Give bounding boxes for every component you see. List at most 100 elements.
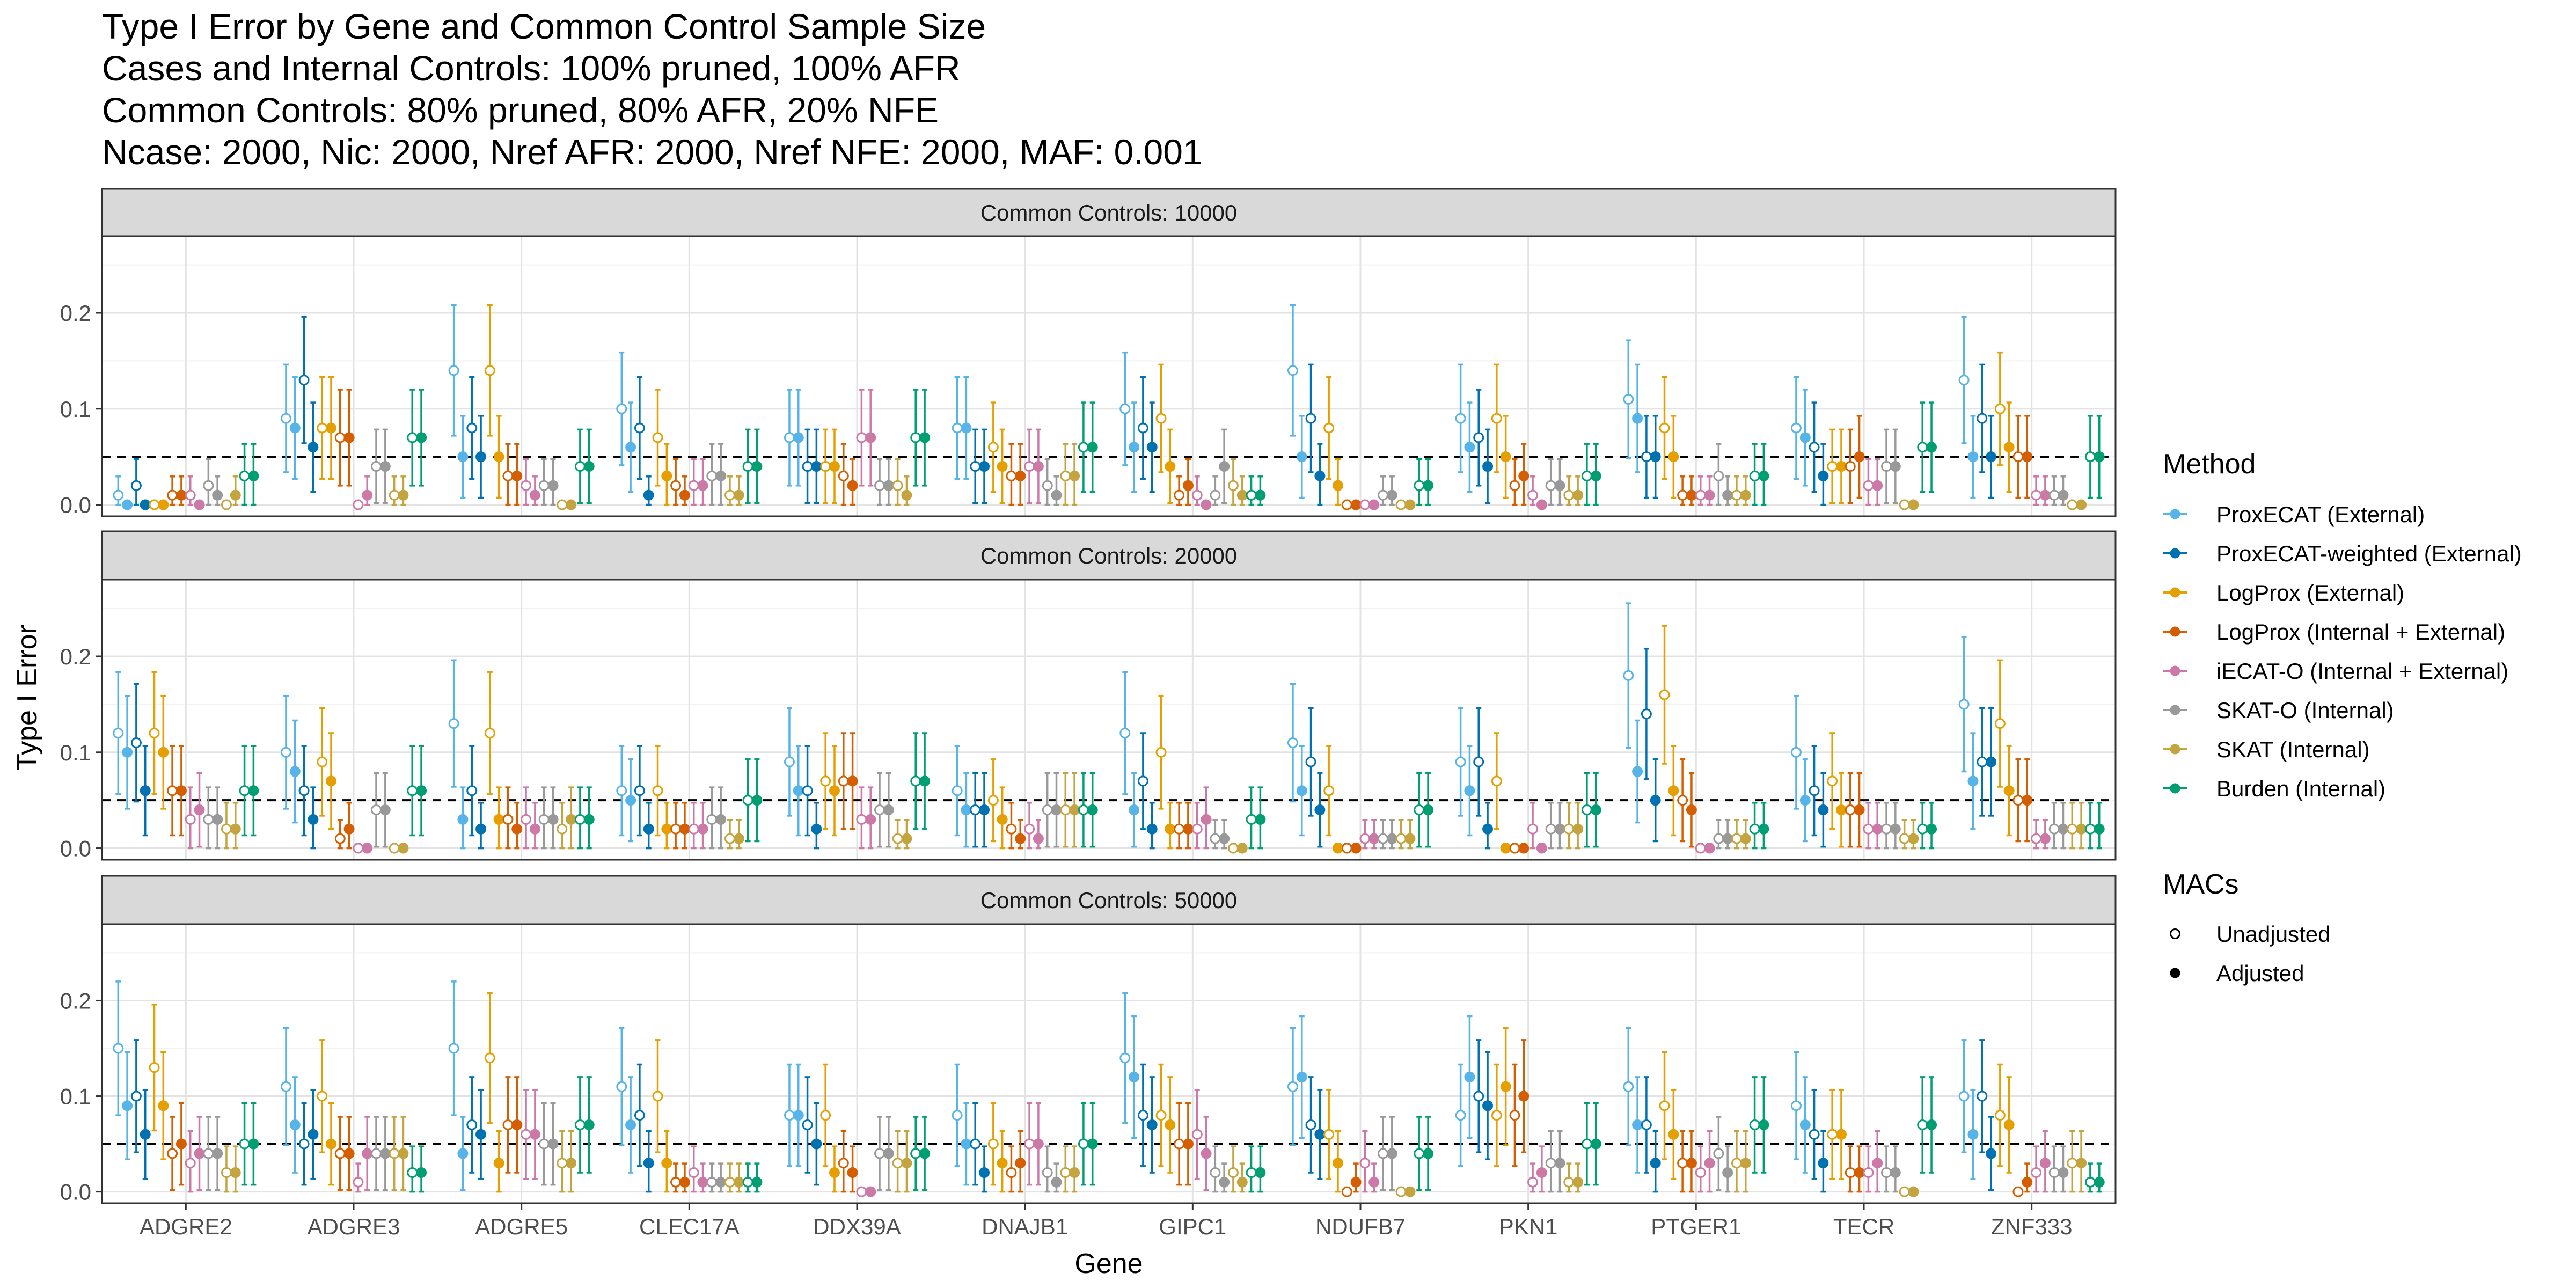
- data-point-adjusted: [2058, 823, 2069, 835]
- data-point-adjusted: [1296, 785, 1307, 796]
- data-point-unadjusted: [1827, 461, 1838, 472]
- data-point-unadjusted: [1341, 1186, 1352, 1197]
- data-point-adjusted: [1255, 1167, 1266, 1179]
- data-point-adjusted: [529, 823, 540, 835]
- data-point-adjusted: [1482, 461, 1494, 472]
- legend-title-macs: MACs: [2163, 869, 2239, 900]
- data-point-unadjusted: [1006, 470, 1017, 481]
- data-point-unadjusted: [2031, 1167, 2042, 1179]
- data-point-unadjusted: [113, 1043, 124, 1054]
- data-point-adjusted: [1464, 785, 1475, 796]
- data-point-adjusted: [583, 461, 595, 472]
- data-point-unadjusted: [203, 1148, 214, 1159]
- data-point-unadjusted: [1809, 442, 1820, 453]
- data-point-adjusted: [493, 451, 504, 463]
- data-point-unadjusted: [334, 1148, 346, 1159]
- data-point-unadjusted: [652, 1091, 663, 1102]
- data-point-unadjusted: [874, 804, 885, 816]
- data-point-unadjusted: [1323, 1129, 1335, 1140]
- data-point-unadjusted: [1378, 833, 1389, 844]
- data-point-adjusted: [1386, 833, 1397, 844]
- data-point-adjusted: [1314, 804, 1326, 816]
- data-point-unadjusted: [874, 480, 885, 491]
- facet-panel-1: Common Controls: 10000 0.0 0.1 0.2: [60, 188, 2117, 518]
- x-tick-label: DDX39A: [813, 1214, 901, 1239]
- data-point-unadjusted: [239, 470, 250, 481]
- x-tick-label: ADGRE5: [475, 1214, 568, 1239]
- data-point-unadjusted: [521, 814, 532, 825]
- data-point-adjusted: [697, 1176, 708, 1188]
- data-point-unadjusted: [389, 489, 400, 501]
- data-point-adjusted: [1500, 1081, 1511, 1092]
- data-point-unadjusted: [820, 1110, 831, 1121]
- data-point-unadjusted: [1024, 823, 1035, 835]
- data-point-unadjusted: [1845, 804, 1856, 816]
- data-point-unadjusted: [2031, 833, 2042, 844]
- data-point-adjusted: [1314, 1129, 1326, 1140]
- data-point-adjusted: [1758, 1119, 1769, 1130]
- data-point-adjusted: [997, 1158, 1008, 1169]
- data-point-adjusted: [793, 432, 804, 443]
- data-point-adjusted: [194, 804, 205, 816]
- data-point-adjusted: [1165, 1119, 1176, 1130]
- data-point-unadjusted: [1024, 1138, 1035, 1150]
- data-point-adjusted: [865, 814, 876, 825]
- data-point-unadjusted: [970, 461, 981, 472]
- data-point-adjusted: [1835, 804, 1847, 816]
- data-point-unadjusted: [1395, 499, 1407, 510]
- data-point-unadjusted: [1305, 413, 1316, 424]
- data-point-unadjusted: [2012, 1186, 2024, 1197]
- data-point-adjusted: [1554, 823, 1565, 835]
- data-point-unadjusted: [1414, 480, 1425, 491]
- data-point-unadjusted: [1994, 403, 2006, 414]
- data-point-unadjusted: [502, 470, 514, 481]
- data-point-adjusted: [379, 1148, 391, 1159]
- data-point-adjusted: [212, 1148, 223, 1159]
- data-point-adjusted: [919, 1148, 931, 1159]
- data-point-unadjusted: [616, 785, 627, 796]
- data-point-adjusted: [997, 814, 1008, 825]
- data-point-adjusted: [1926, 823, 1937, 835]
- data-point-adjusted: [416, 785, 427, 796]
- data-point-adjusted: [2076, 499, 2087, 510]
- data-point-unadjusted: [634, 785, 645, 796]
- data-point-adjusted: [547, 814, 559, 825]
- title-line-1: Type I Error by Gene and Common Control …: [102, 6, 986, 46]
- data-point-adjusted: [529, 1129, 540, 1140]
- data-point-unadjusted: [1863, 480, 1874, 491]
- data-point-adjusted: [1368, 833, 1380, 844]
- data-point-adjusted: [829, 461, 840, 472]
- data-point-unadjusted: [838, 470, 849, 481]
- data-point-unadjusted: [742, 461, 753, 472]
- data-point-unadjusted: [1414, 1148, 1425, 1159]
- data-point-unadjusted: [1695, 843, 1706, 854]
- data-point-unadjusted: [802, 785, 813, 796]
- data-point-unadjusted: [1155, 413, 1167, 424]
- data-point-unadjusted: [280, 747, 291, 758]
- data-point-unadjusted: [706, 470, 718, 481]
- data-point-unadjusted: [616, 1081, 627, 1092]
- data-point-adjusted: [2058, 489, 2069, 501]
- data-point-unadjusted: [389, 843, 400, 854]
- data-point-adjusted: [1632, 413, 1643, 424]
- data-point-adjusted: [1704, 1158, 1715, 1169]
- data-point-unadjusted: [1174, 823, 1185, 835]
- data-point-adjusted: [289, 766, 301, 777]
- data-point-adjusted: [1350, 843, 1362, 854]
- data-point-unadjusted: [1713, 1148, 1724, 1159]
- data-point-unadjusted: [448, 1043, 459, 1054]
- data-point-unadjusted: [1119, 1052, 1131, 1064]
- data-point-adjusted: [1854, 804, 1865, 816]
- data-point-adjusted: [1854, 1167, 1865, 1179]
- data-point-unadjusted: [2084, 451, 2096, 463]
- y-tick-label: 0.2: [60, 644, 91, 669]
- data-point-adjusted: [1182, 823, 1194, 835]
- data-point-adjusted: [2003, 442, 2015, 453]
- data-point-unadjusted: [1042, 480, 1053, 491]
- data-point-unadjusted: [706, 814, 718, 825]
- data-point-unadjusted: [670, 480, 682, 491]
- data-point-adjusted: [1051, 804, 1062, 816]
- data-point-adjusted: [308, 1129, 319, 1140]
- data-point-unadjusted: [1731, 833, 1742, 844]
